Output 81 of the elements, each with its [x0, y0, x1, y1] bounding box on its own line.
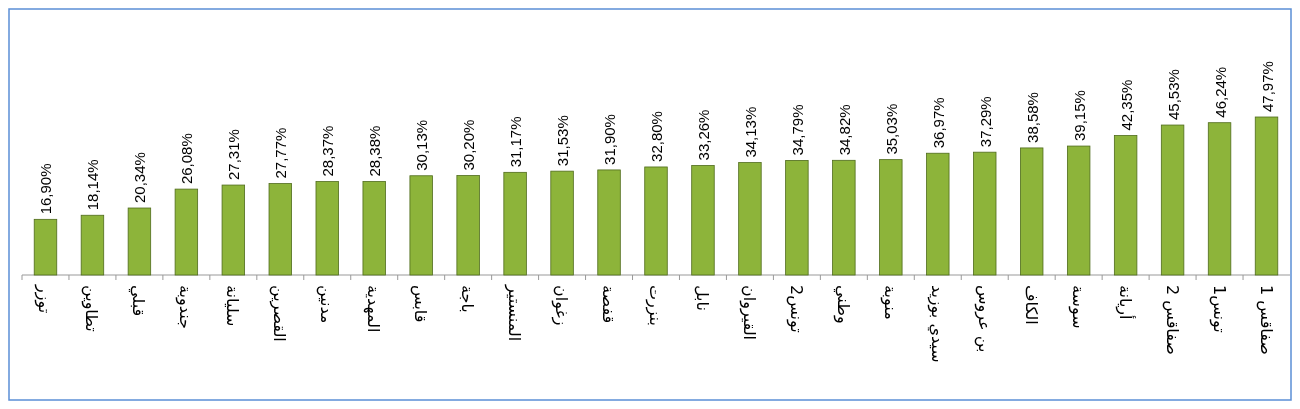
data-label: 45,53% [1164, 69, 1182, 121]
bar [879, 159, 903, 276]
x-tick-label: توزر [34, 284, 55, 314]
bar [926, 152, 950, 276]
x-tick-label: منوبة [879, 285, 900, 320]
bar [503, 171, 527, 276]
x-tick-label: قابس [410, 285, 431, 323]
bar [1020, 147, 1044, 276]
data-label: 46,24% [1211, 66, 1229, 118]
bar [362, 181, 386, 276]
bar [738, 162, 762, 276]
data-label: 31,90% [601, 114, 619, 165]
data-label: 42,35% [1117, 79, 1135, 131]
data-label: 26,08% [178, 133, 196, 185]
bar [127, 207, 152, 276]
bar [409, 175, 433, 276]
x-tick-label: تونس1 [1208, 285, 1229, 333]
bar [597, 169, 621, 276]
bar [832, 159, 856, 276]
bar [268, 183, 292, 276]
data-label: 34,13% [741, 106, 759, 158]
data-label: 34,79% [788, 104, 806, 156]
bar [644, 166, 668, 276]
bar [221, 184, 245, 276]
x-tick-label: نابل [692, 285, 712, 311]
x-tick-label: أريانة [1114, 285, 1136, 320]
data-label: 31,17% [507, 116, 525, 168]
data-label: 28,38% [366, 125, 384, 177]
bar [691, 165, 715, 276]
x-tick-label: سليانة [223, 285, 243, 327]
data-label: 27,31% [225, 129, 243, 181]
data-label: 27,77% [272, 127, 290, 179]
x-tick-label: باجة [458, 285, 478, 313]
x-tick-label: سيدي بوزيد [926, 285, 947, 363]
data-label: 36,97% [929, 97, 947, 149]
x-tick-label: زغوان [551, 285, 572, 326]
data-label: 16,90% [37, 163, 55, 215]
x-tick-label: صفاقس 2 [1161, 285, 1182, 355]
data-label: 38,58% [1023, 92, 1041, 143]
bar [456, 175, 480, 276]
x-tick-label: جندوبة [175, 285, 196, 329]
data-label: 39,15% [1070, 90, 1088, 142]
bar [80, 214, 105, 276]
x-tick-label: وطني [832, 285, 853, 324]
bar [174, 188, 199, 276]
x-tick-label: تطاوين [81, 285, 102, 332]
bar [1207, 122, 1232, 276]
x-tick-label: صفاقس 1 [1255, 285, 1276, 355]
bar [785, 160, 809, 276]
x-tick-label: تونس2 [785, 285, 806, 333]
data-label: 35,03% [882, 103, 900, 155]
x-tick-label: القصرين [269, 285, 290, 342]
bar [973, 151, 997, 276]
x-tick-label: المنستير [504, 284, 525, 342]
bar [550, 170, 574, 276]
data-label: 18,14% [84, 159, 102, 211]
bar [315, 181, 339, 276]
data-label: 32,80% [648, 111, 665, 162]
x-tick-label: قفصة [599, 285, 619, 324]
x-tick-label: بنزرت [645, 285, 665, 326]
data-label: 31,53% [554, 115, 572, 167]
data-label: 30,13% [413, 119, 431, 171]
bar [33, 218, 58, 276]
x-tick-label: بن عروس [973, 285, 994, 353]
x-tick-label: سوسة [1067, 285, 1088, 329]
data-label: 28,37% [319, 125, 337, 177]
x-tick-label: الكاف [1021, 285, 1041, 325]
bar [1160, 124, 1185, 276]
x-tick-label: مدنين [316, 285, 337, 324]
x-tick-label: المهدية [363, 285, 384, 333]
x-tick-label: القيروان [738, 285, 759, 340]
data-label: 33,26% [694, 109, 712, 161]
bar [1113, 135, 1138, 276]
data-label: 37,29% [976, 96, 994, 148]
data-label: 34,82% [835, 104, 853, 156]
data-label: 47,97% [1258, 61, 1276, 112]
data-label: 20,34% [131, 152, 149, 204]
bar [1254, 116, 1279, 276]
bar [1067, 145, 1091, 276]
data-label: 30,20% [460, 119, 478, 171]
x-tick-label: قبلي [128, 285, 149, 317]
